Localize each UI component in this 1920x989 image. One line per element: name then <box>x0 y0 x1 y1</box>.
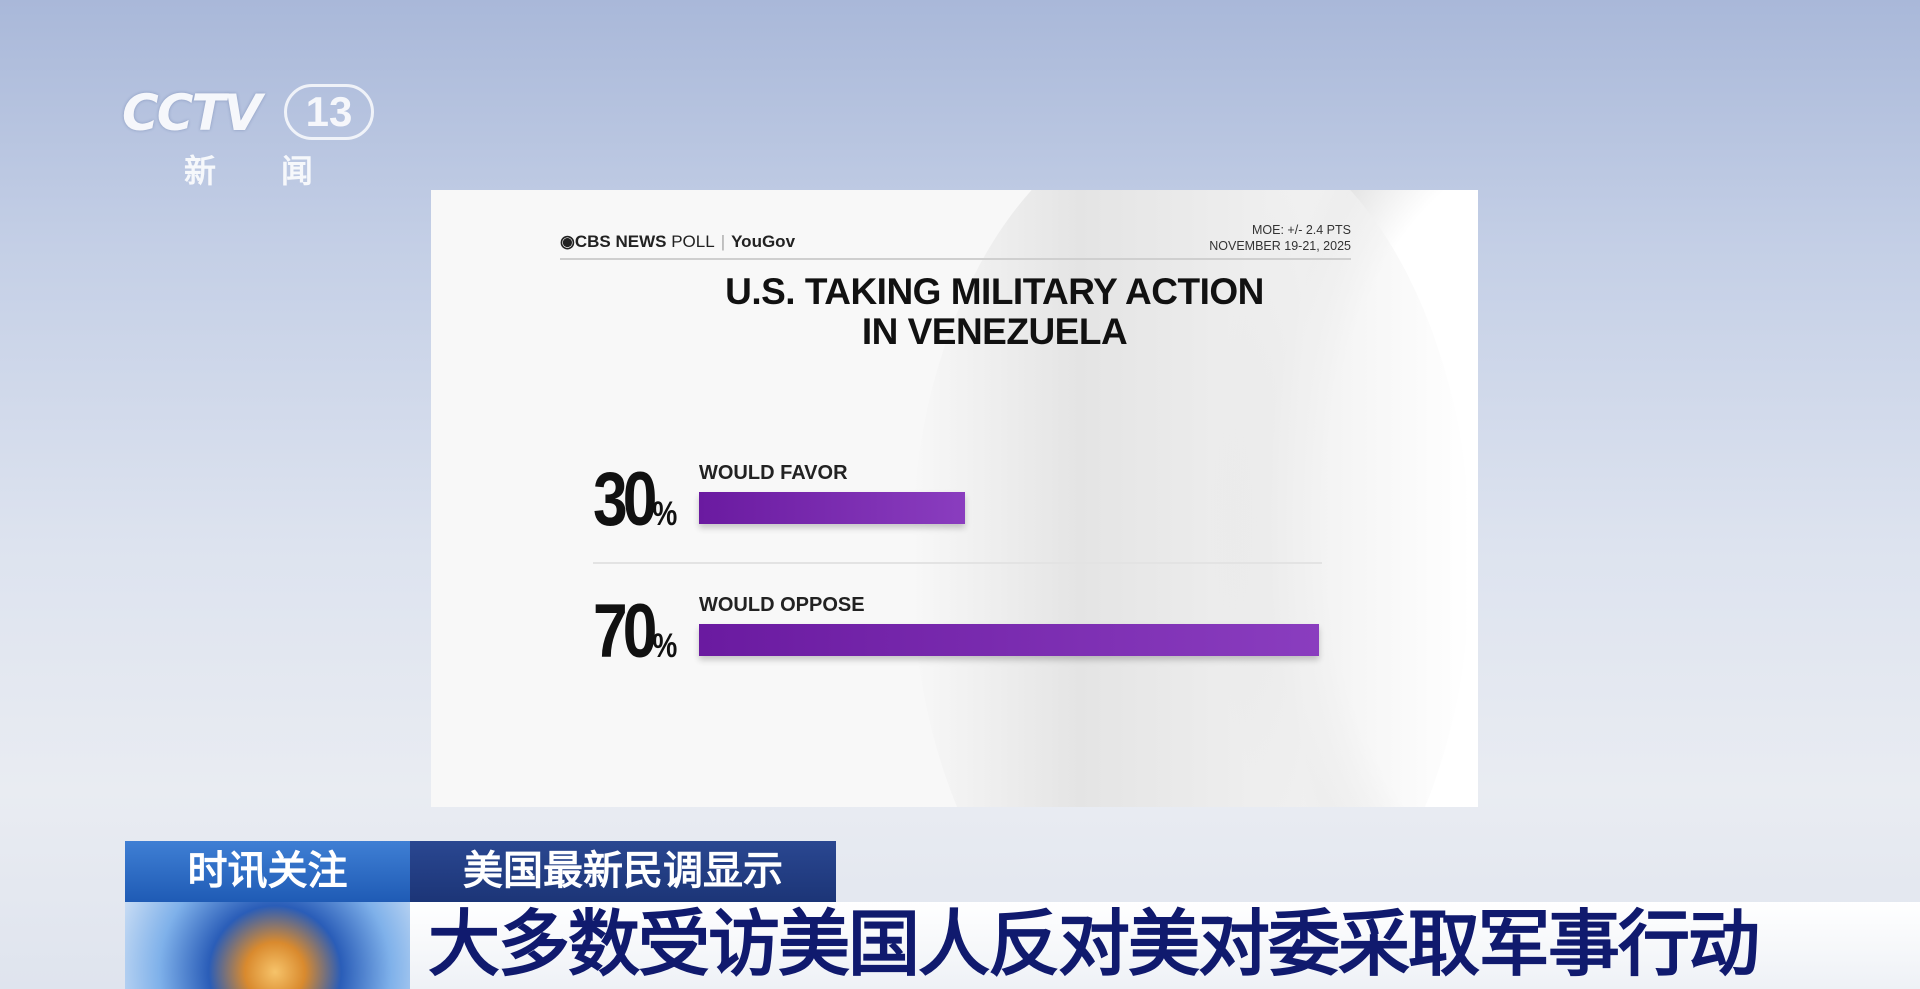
poll-dates: NOVEMBER 19-21, 2025 <box>1209 239 1351 253</box>
partner-name: YouGov <box>731 232 796 251</box>
poll-graphic: ◉CBS NEWS POLL | YouGov MOE: +/- 2.4 PTS N… <box>431 190 1478 807</box>
header-divider <box>560 258 1351 260</box>
headline: 大多数受访美国人反对美对委采取军事行动 <box>410 902 1920 989</box>
value-unit: % <box>652 495 678 533</box>
subtitle-tag: 美国最新民调显示 <box>410 841 836 902</box>
poll-meta: MOE: +/- 2.4 PTS NOVEMBER 19-21, 2025 <box>1209 222 1351 254</box>
poll-source: ◉CBS NEWS POLL | YouGov <box>560 232 796 251</box>
cbs-eye-icon: ◉ <box>560 232 575 251</box>
bar-would-oppose <box>699 624 1320 656</box>
source-suffix: POLL <box>671 232 715 251</box>
chart-title: U.S. TAKING MILITARY ACTION IN VENEZUELA <box>431 272 1478 352</box>
value-number: 70 <box>593 589 657 674</box>
bar-would-favor <box>699 492 965 524</box>
value-label: 70% <box>593 588 677 675</box>
value-label: 30% <box>593 456 677 543</box>
value-unit: % <box>652 627 678 665</box>
category-label: WOULD FAVOR <box>699 462 848 484</box>
margin-of-error: MOE: +/- 2.4 PTS <box>1252 223 1351 237</box>
background-swoosh <box>911 190 1471 807</box>
globe-graphic <box>125 902 410 989</box>
channel-name: 新 闻 <box>184 153 341 189</box>
title-line-2: IN VENEZUELA <box>861 311 1128 352</box>
source-name: CBS NEWS <box>574 232 667 251</box>
value-number: 30 <box>593 457 657 542</box>
title-line-1: U.S. TAKING MILITARY ACTION <box>725 271 1264 312</box>
category-label: WOULD OPPOSE <box>699 594 865 616</box>
row-divider <box>593 562 1322 564</box>
channel-number: 13 <box>284 84 374 140</box>
cctv13-logo: CCTV 13 新 闻 <box>122 84 374 189</box>
program-tag: 时讯关注 <box>125 841 410 902</box>
logo-text: CCTV <box>122 84 262 142</box>
